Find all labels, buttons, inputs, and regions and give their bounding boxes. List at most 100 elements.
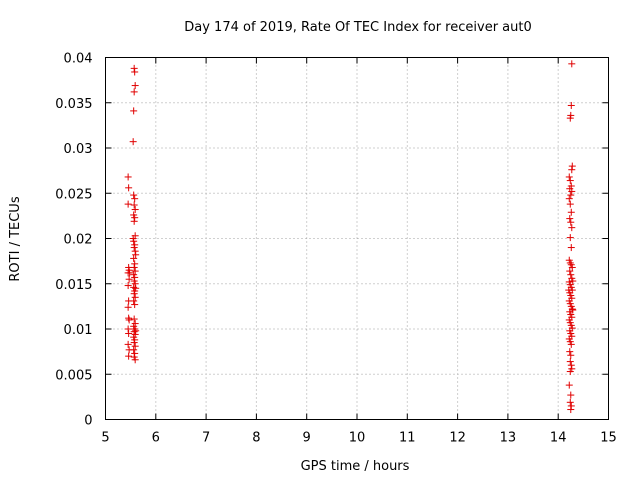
data-point [132,284,140,292]
x-tick-label: 11 [399,431,416,446]
x-tick-label: 10 [349,431,366,446]
data-point [130,217,138,225]
y-tick-label: 0.03 [64,142,93,157]
data-point [130,107,138,115]
data-point [567,208,575,216]
data-point [125,352,133,360]
x-tick-label: 13 [500,431,517,446]
data-point [131,260,139,268]
data-point [567,340,575,348]
gridlines [105,57,609,420]
data-point [131,247,139,255]
data-point [125,275,133,283]
data-point [566,200,574,208]
data-point [130,191,138,199]
data-point [125,314,133,322]
data-point [131,206,139,214]
y-tick-label: 0 [84,414,92,429]
data-point [567,191,575,199]
y-tick-label: 0.035 [55,97,92,112]
y-axis-label: ROTI / TECUs [8,196,23,281]
data-points [124,60,577,414]
data-point [567,101,575,109]
data-point [125,316,133,324]
data-point [567,361,575,369]
data-point [567,391,575,399]
data-point [569,277,577,285]
x-tick-label: 6 [152,431,160,446]
data-point [566,398,574,406]
x-tick-label: 9 [303,431,311,446]
data-point [130,346,138,354]
y-tick-label: 0.005 [55,368,92,383]
data-point [566,348,574,356]
data-point [131,349,139,357]
data-point [568,166,576,174]
data-point [567,402,575,410]
data-point [130,88,138,96]
data-point [565,173,573,181]
data-point [131,267,139,275]
x-tick-label: 12 [449,431,466,446]
data-point [132,251,140,259]
data-point [565,381,573,389]
x-tick-label: 8 [252,431,260,446]
data-point [566,234,574,242]
data-point [130,290,138,298]
data-point [131,342,139,350]
data-point [124,200,132,208]
data-point [131,82,139,90]
data-point [130,64,138,72]
data-point [567,218,575,226]
data-point [132,327,140,335]
x-tick-label: 5 [101,431,109,446]
x-axis-tick-labels: 5 6 7 8 9 10 11 12 13 14 15 [101,431,616,446]
data-point [567,244,575,252]
axis-ticks [105,57,609,420]
data-point [566,368,574,376]
data-point [125,184,133,192]
data-point [131,356,139,364]
data-point [131,68,139,76]
data-point [124,340,132,348]
x-tick-label: 14 [550,431,567,446]
y-tick-label: 0.02 [64,233,93,248]
data-point [568,60,576,68]
chart-title: Day 174 of 2019, Rate Of TEC Index for r… [184,20,532,35]
data-point [568,162,576,170]
data-point [566,215,574,223]
data-point [124,173,132,181]
data-point [130,263,138,271]
data-point [566,114,574,122]
data-point [130,339,138,347]
data-point [566,259,574,267]
data-point [567,271,575,279]
data-point [131,273,139,281]
y-axis-tick-labels: 0 0.005 0.01 0.015 0.02 0.025 0.03 0.035 0.04 [55,52,92,429]
data-point [125,330,133,338]
data-point [131,280,139,288]
data-point [124,325,132,333]
data-point [568,187,576,195]
data-point [131,214,139,222]
data-point [124,303,132,311]
x-axis-label: GPS time / hours [301,459,410,474]
data-point [131,195,139,203]
data-point [131,301,139,309]
data-point [131,293,139,301]
data-point [569,306,577,314]
data-point [567,406,575,414]
x-tick-label: 7 [202,431,210,446]
data-point [130,201,138,209]
data-point [568,263,576,271]
data-point [130,315,138,323]
data-point [129,138,137,146]
data-point [566,177,574,185]
data-point [566,267,574,275]
data-point [565,286,573,294]
data-point [565,195,573,203]
y-tick-label: 0.01 [64,323,93,338]
y-tick-label: 0.025 [55,187,92,202]
data-point [567,351,575,359]
